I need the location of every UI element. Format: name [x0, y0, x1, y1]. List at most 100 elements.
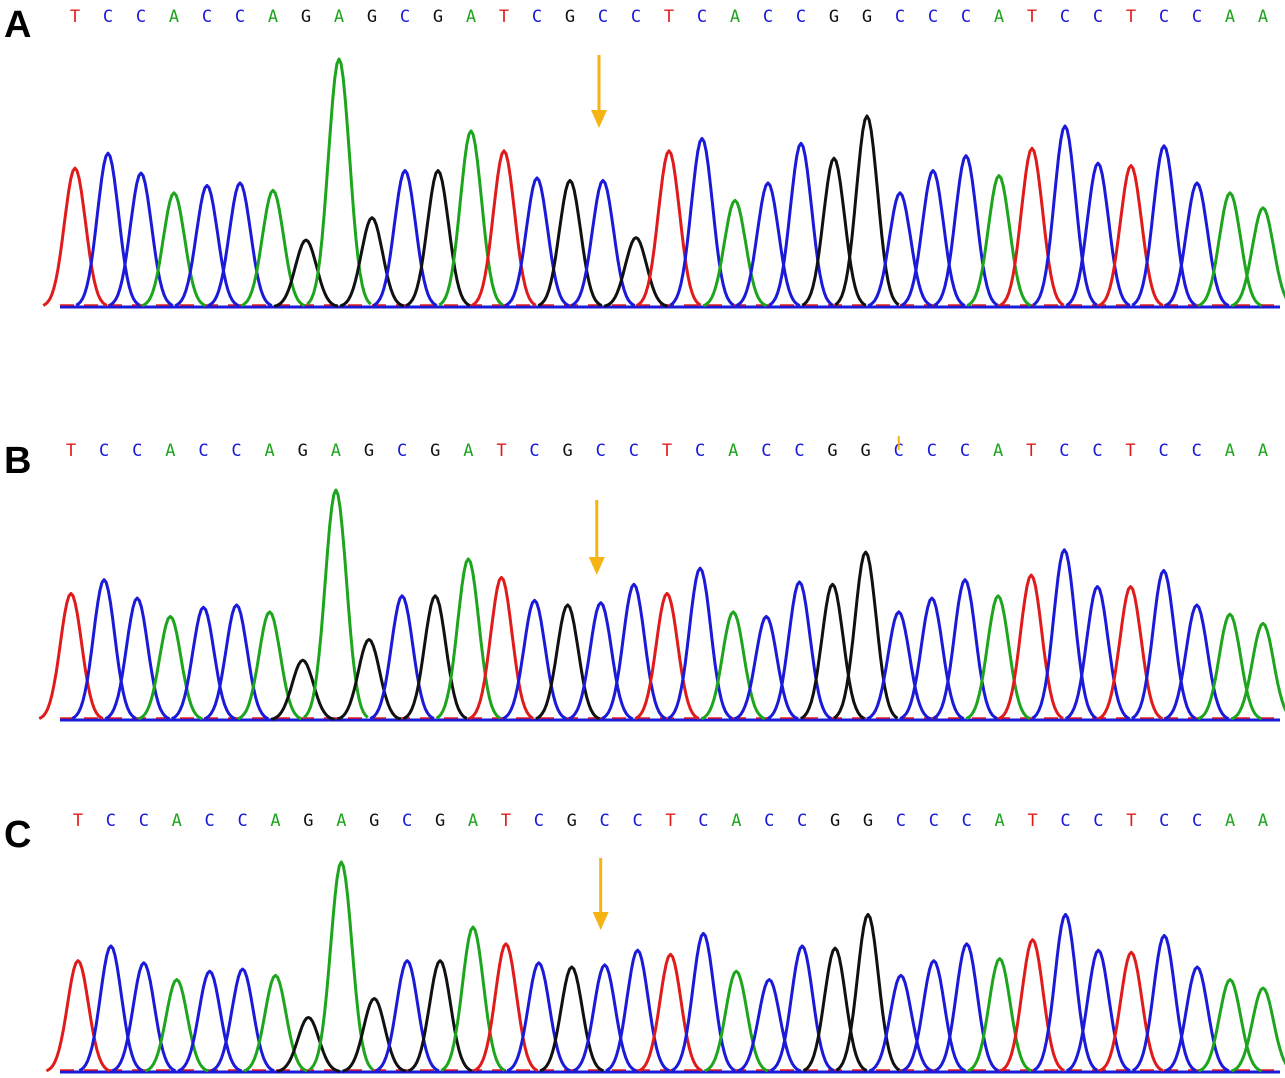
base-call-C: C [1060, 7, 1070, 27]
trace-peak-T [1000, 938, 1065, 1072]
base-call-G: G [433, 7, 443, 27]
base-call-C: C [237, 811, 247, 831]
mutation-arrow-head [591, 110, 607, 128]
base-call-G: G [298, 441, 308, 461]
base-call-G: G [829, 7, 839, 27]
base-call-C: C [929, 811, 939, 831]
trace-peak-G [833, 550, 899, 720]
base-call-A: A [466, 7, 476, 27]
trace-peak-C [71, 578, 137, 720]
base-call-C: C [695, 441, 705, 461]
base-call-G: G [430, 441, 440, 461]
base-call-T: T [1125, 441, 1135, 461]
base-call-A: A [993, 441, 1003, 461]
trace-peak-T [634, 592, 700, 720]
trace-peak-C [1065, 161, 1131, 307]
base-call-G: G [367, 7, 377, 27]
trace-peak-C [868, 973, 934, 1073]
base-call-A: A [463, 441, 473, 461]
trace-peak-C [504, 176, 570, 307]
trace-peak-C [1066, 948, 1131, 1072]
base-call-T: T [664, 7, 674, 27]
trace-peak-C [766, 580, 832, 720]
trace-peak-G [405, 169, 471, 307]
base-call-A: A [265, 441, 275, 461]
trace-peak-C [1164, 181, 1230, 307]
trace-peak-A [306, 57, 372, 306]
base-call-C: C [529, 441, 539, 461]
trace-peak-A [1197, 612, 1263, 721]
base-call-C: C [896, 811, 906, 831]
base-call-C: C [763, 7, 773, 27]
trace-peak-C [1131, 569, 1197, 720]
trace-peak-C [866, 610, 932, 721]
trace-peak-C [1032, 124, 1098, 307]
base-call-C: C [1093, 811, 1103, 831]
panel-label: A [4, 4, 32, 46]
base-call-A: A [731, 811, 741, 831]
base-call-C: C [596, 441, 606, 461]
base-call-C: C [629, 441, 639, 461]
base-call-A: A [270, 811, 280, 831]
base-call-G: G [364, 441, 374, 461]
trace-peak-C [671, 931, 736, 1072]
base-call-C: C [794, 441, 804, 461]
base-call-C: C [796, 7, 806, 27]
base-call-A: A [336, 811, 346, 831]
base-call-A: A [1225, 441, 1235, 461]
trace-peak-C [1165, 965, 1230, 1073]
base-call-C: C [1192, 441, 1202, 461]
base-call-C: C [205, 811, 215, 831]
trace-peak-A [237, 610, 303, 721]
trace-peak-C [605, 948, 670, 1072]
trace-peak-C [171, 605, 236, 721]
base-call-C: C [632, 811, 642, 831]
trace-peak-G [273, 238, 339, 308]
base-call-C: C [103, 7, 113, 27]
base-call-C: C [797, 811, 807, 831]
trace-peak-C [932, 578, 998, 720]
trace-peak-C [111, 961, 177, 1073]
trace-peak-A [700, 610, 766, 721]
base-call-C: C [1059, 441, 1069, 461]
base-call-G: G [565, 7, 575, 27]
trace-peak-C [104, 596, 170, 720]
base-call-C: C [1192, 7, 1202, 27]
trace-peak-C [1131, 934, 1197, 1072]
trace-peak-C [210, 967, 275, 1073]
base-call-C: C [402, 811, 412, 831]
trace-peak-C [737, 978, 802, 1073]
trace-peak-T [1099, 950, 1164, 1073]
trace-peak-A [440, 925, 506, 1072]
trace-peak-G [336, 638, 402, 721]
trace-peak-T [473, 942, 539, 1072]
trace-peak-C [177, 969, 242, 1073]
trace-peak-C [733, 615, 799, 721]
trace-peak-C [568, 601, 634, 721]
trace-peak-C [108, 171, 174, 307]
panel-label: C [4, 814, 32, 856]
base-call-G: G [830, 811, 840, 831]
trace-peak-C [667, 566, 733, 720]
trace-peak-C [735, 181, 801, 307]
trace-peak-G [276, 1015, 341, 1073]
base-call-C: C [139, 811, 149, 831]
base-call-C: C [764, 811, 774, 831]
trace-peak-G [537, 179, 603, 307]
base-call-C: C [1192, 811, 1202, 831]
base-call-T: T [1027, 7, 1037, 27]
trace-peak-G [539, 965, 604, 1073]
trace-peak-C [769, 944, 835, 1072]
trace-peak-T [999, 146, 1065, 307]
base-call-C: C [202, 7, 212, 27]
trace-peak-C [1065, 585, 1130, 720]
trace-peak-A [438, 129, 504, 307]
trace-peak-T [45, 959, 111, 1073]
trace-peak-G [802, 946, 868, 1072]
base-call-A: A [334, 7, 344, 27]
trace-peak-A [1197, 978, 1263, 1073]
trace-peak-C [1131, 144, 1197, 307]
base-call-A: A [172, 811, 182, 831]
